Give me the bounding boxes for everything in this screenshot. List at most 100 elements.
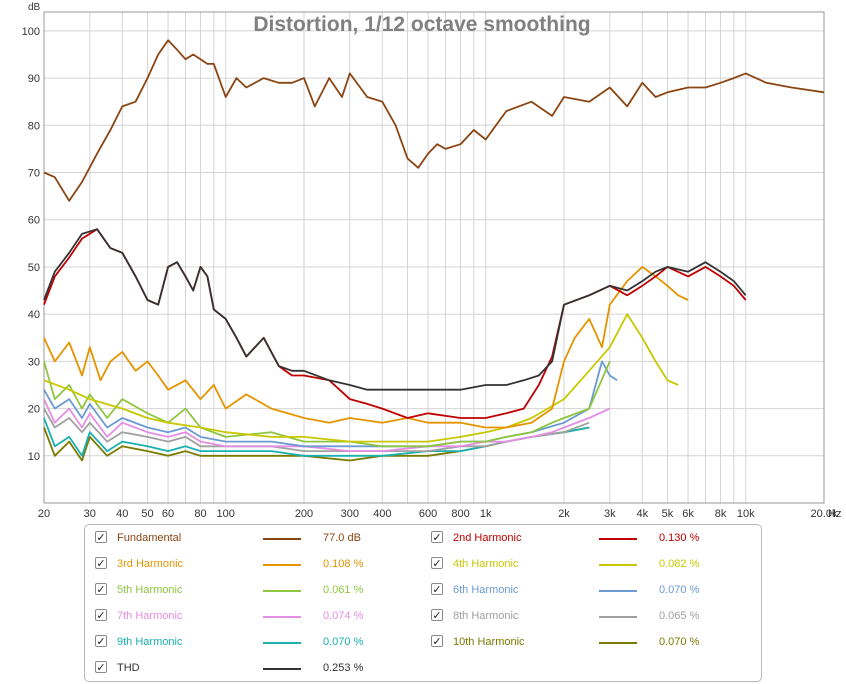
- series-line-8th-harmonic: [43, 408, 590, 452]
- legend-item-5th-harmonic: ✓ 5th Harmonic 0.061 %: [95, 581, 425, 599]
- legend-item-6th-harmonic: ✓ 6th Harmonic 0.070 %: [431, 581, 761, 599]
- legend-label: 10th Harmonic: [453, 636, 525, 648]
- legend-label: 6th Harmonic: [453, 584, 519, 596]
- y-tick-labels: 10 20 30 40 50 60 70 80 90 100: [22, 26, 40, 463]
- legend-swatch: [263, 538, 301, 540]
- legend-item-fundamental: ✓ Fundamental 77.0 dB: [95, 529, 425, 547]
- legend-checkbox-3rd-harmonic[interactable]: ✓: [95, 557, 107, 570]
- series-lines: [43, 39, 825, 462]
- legend-panel: ✓ Fundamental 77.0 dB ✓ 2nd Harmonic 0.130 % ✓…: [84, 524, 762, 682]
- legend-label: 2nd Harmonic: [453, 532, 522, 544]
- legend-label: Fundamental: [117, 532, 182, 544]
- series-line-4th-harmonic: [43, 313, 679, 443]
- x-tick-label: 6k: [682, 508, 694, 520]
- x-tick-label: 50: [141, 508, 153, 520]
- legend-item-7th-harmonic: ✓ 7th Harmonic 0.074 %: [95, 607, 425, 625]
- legend-value: 0.070 %: [323, 636, 364, 648]
- legend-item-9th-harmonic: ✓ 9th Harmonic 0.070 %: [95, 633, 425, 651]
- x-tick-label: 60: [162, 508, 174, 520]
- legend-swatch: [599, 564, 637, 566]
- x-tick-label: 100: [217, 508, 235, 520]
- y-tick-label: 70: [28, 168, 40, 180]
- legend-checkbox-4th-harmonic[interactable]: ✓: [431, 557, 443, 570]
- series-line-5th-harmonic: [43, 361, 611, 448]
- y-tick-label: 40: [28, 309, 40, 321]
- x-tick-label: 5k: [662, 508, 674, 520]
- legend-label: THD: [117, 662, 140, 674]
- legend-value: 77.0 dB: [323, 532, 361, 544]
- chart-title: Distortion, 1/12 octave smoothing: [253, 13, 590, 36]
- x-tick-label: 20.0k: [811, 508, 838, 520]
- x-tick-label: 600: [419, 508, 437, 520]
- legend-value: 0.070 %: [659, 636, 700, 648]
- x-tick-label: 200: [295, 508, 313, 520]
- plot-frame: [43, 11, 825, 504]
- legend-item-thd: ✓ THD 0.253 %: [95, 659, 425, 677]
- legend-label: 9th Harmonic: [117, 636, 183, 648]
- y-tick-label: 50: [28, 262, 40, 274]
- x-tick-label: 400: [373, 508, 391, 520]
- legend-item-3rd-harmonic: ✓ 3rd Harmonic 0.108 %: [95, 555, 425, 573]
- legend-swatch: [263, 668, 301, 670]
- x-tick-label: 30: [84, 508, 96, 520]
- legend-checkbox-5th-harmonic[interactable]: ✓: [95, 583, 107, 596]
- legend-swatch: [263, 616, 301, 618]
- x-tick-label: 80: [194, 508, 206, 520]
- legend-swatch: [263, 590, 301, 592]
- legend-value: 0.065 %: [659, 610, 700, 622]
- legend-value: 0.253 %: [323, 662, 364, 674]
- y-tick-label: 80: [28, 120, 40, 132]
- x-tick-label: 4k: [636, 508, 648, 520]
- legend-checkbox-thd[interactable]: ✓: [95, 661, 107, 674]
- legend-swatch: [263, 642, 301, 644]
- x-tick-label: 40: [116, 508, 128, 520]
- series-line-6th-harmonic: [43, 360, 618, 448]
- legend-item-4th-harmonic: ✓ 4th Harmonic 0.082 %: [431, 555, 761, 573]
- legend-value: 0.070 %: [659, 584, 700, 596]
- legend-value: 0.061 %: [323, 584, 364, 596]
- y-tick-label: 30: [28, 356, 40, 368]
- grid: [43, 12, 825, 503]
- legend-swatch: [599, 616, 637, 618]
- x-tick-labels: 20 30 40 50 60 80 100 200 300 400 600 800 1k 2k 3k 4k 5k…: [38, 508, 838, 520]
- legend-swatch: [599, 642, 637, 644]
- x-tick-label: 2k: [558, 508, 570, 520]
- series-line-thd: [43, 228, 747, 391]
- legend-item-10th-harmonic: ✓ 10th Harmonic 0.070 %: [431, 633, 761, 651]
- legend-label: 4th Harmonic: [453, 558, 519, 570]
- series-line-3rd-harmonic: [43, 266, 689, 429]
- legend-checkbox-9th-harmonic[interactable]: ✓: [95, 635, 107, 648]
- legend-label: 7th Harmonic: [117, 610, 183, 622]
- x-tick-label: 3k: [604, 508, 616, 520]
- legend-swatch: [599, 590, 637, 592]
- y-tick-label: 10: [28, 451, 40, 463]
- legend-checkbox-8th-harmonic[interactable]: ✓: [431, 609, 443, 622]
- legend-checkbox-fundamental[interactable]: ✓: [95, 531, 107, 544]
- x-tick-label: 20: [38, 508, 50, 520]
- legend-item-8th-harmonic: ✓ 8th Harmonic 0.065 %: [431, 607, 761, 625]
- x-axis-unit-label: Hz: [828, 508, 841, 520]
- legend-checkbox-2nd-harmonic[interactable]: ✓: [431, 531, 443, 544]
- legend-label: 8th Harmonic: [453, 610, 519, 622]
- legend-checkbox-6th-harmonic[interactable]: ✓: [431, 583, 443, 596]
- legend-value: 0.130 %: [659, 532, 700, 544]
- legend-label: 5th Harmonic: [117, 584, 183, 596]
- y-tick-label: 20: [28, 404, 40, 416]
- legend-checkbox-10th-harmonic[interactable]: ✓: [431, 635, 443, 648]
- x-tick-label: 10k: [737, 508, 755, 520]
- legend-swatch: [599, 538, 637, 540]
- series-line-fundamental: [43, 39, 825, 202]
- y-tick-label: 100: [22, 26, 40, 38]
- legend-swatch: [263, 564, 301, 566]
- legend-label: 3rd Harmonic: [117, 558, 184, 570]
- y-axis-unit-label: dB: [28, 2, 41, 13]
- legend-checkbox-7th-harmonic[interactable]: ✓: [95, 609, 107, 622]
- legend-item-2nd-harmonic: ✓ 2nd Harmonic 0.130 %: [431, 529, 761, 547]
- x-tick-label: 8k: [715, 508, 727, 520]
- x-tick-label: 300: [341, 508, 359, 520]
- y-tick-label: 60: [28, 215, 40, 227]
- legend-value: 0.108 %: [323, 558, 364, 570]
- series-line-7th-harmonic: [43, 398, 611, 452]
- legend-value: 0.074 %: [323, 610, 364, 622]
